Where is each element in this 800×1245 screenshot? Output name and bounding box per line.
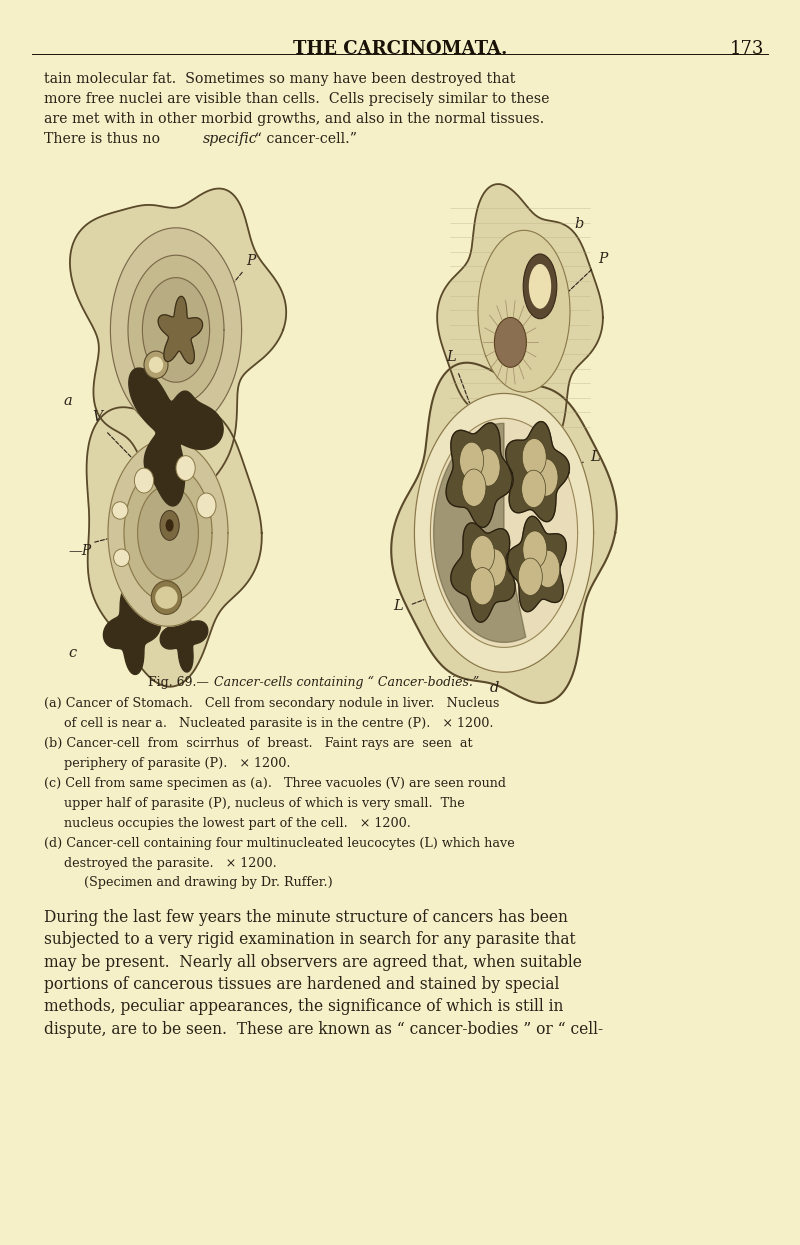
Ellipse shape xyxy=(112,502,128,519)
Ellipse shape xyxy=(523,254,557,319)
Circle shape xyxy=(536,550,560,588)
Text: d: d xyxy=(490,681,499,695)
Circle shape xyxy=(534,459,558,497)
Ellipse shape xyxy=(134,468,154,493)
Text: a: a xyxy=(64,393,73,407)
Circle shape xyxy=(518,558,542,595)
Circle shape xyxy=(462,469,486,507)
Text: are met with in other morbid growths, and also in the normal tissues.: are met with in other morbid growths, an… xyxy=(44,112,544,126)
Text: Cancer-cells containing “ Cancer-bodies.”: Cancer-cells containing “ Cancer-bodies.… xyxy=(214,676,480,690)
Text: methods, peculiar appearances, the significance of which is still in: methods, peculiar appearances, the signi… xyxy=(44,998,563,1016)
Text: portions of cancerous tissues are hardened and stained by special: portions of cancerous tissues are harden… xyxy=(44,976,559,994)
Circle shape xyxy=(470,535,494,573)
Ellipse shape xyxy=(114,549,130,566)
Text: (Specimen and drawing by Dr. Ruffer.): (Specimen and drawing by Dr. Ruffer.) xyxy=(44,876,333,889)
Text: periphery of parasite (P).   × 1200.: periphery of parasite (P). × 1200. xyxy=(44,757,290,769)
Text: THE CARCINOMATA.: THE CARCINOMATA. xyxy=(293,40,507,57)
Circle shape xyxy=(522,438,546,476)
Polygon shape xyxy=(129,369,223,505)
Text: During the last few years the minute structure of cancers has been: During the last few years the minute str… xyxy=(44,909,568,926)
Ellipse shape xyxy=(144,351,168,378)
Ellipse shape xyxy=(478,230,570,392)
Polygon shape xyxy=(451,523,515,622)
Text: c: c xyxy=(68,646,76,660)
Ellipse shape xyxy=(149,357,163,374)
Polygon shape xyxy=(110,228,242,432)
Polygon shape xyxy=(124,464,212,601)
Polygon shape xyxy=(158,296,202,364)
Text: —P: —P xyxy=(68,544,91,558)
Circle shape xyxy=(160,510,179,540)
Polygon shape xyxy=(430,418,578,647)
Text: subjected to a very rigid examination in search for any parasite that: subjected to a very rigid examination in… xyxy=(44,931,576,949)
Text: more free nuclei are visible than cells.  Cells precisely similar to these: more free nuclei are visible than cells.… xyxy=(44,92,550,106)
Text: P: P xyxy=(598,251,608,265)
Polygon shape xyxy=(506,517,566,611)
Text: (d) Cancer-cell containing four multinucleated leucocytes (L) which have: (d) Cancer-cell containing four multinuc… xyxy=(44,837,514,849)
Ellipse shape xyxy=(197,493,216,518)
Text: P: P xyxy=(246,254,256,268)
Polygon shape xyxy=(437,184,603,451)
Text: V: V xyxy=(92,410,102,423)
Circle shape xyxy=(522,471,546,508)
Polygon shape xyxy=(138,486,198,580)
Circle shape xyxy=(470,568,494,605)
Polygon shape xyxy=(414,393,594,672)
Circle shape xyxy=(476,448,500,486)
Circle shape xyxy=(482,549,506,586)
Text: dispute, are to be seen.  These are known as “ cancer-bodies ” or “ cell-: dispute, are to be seen. These are known… xyxy=(44,1021,603,1038)
Text: L: L xyxy=(446,350,456,364)
Polygon shape xyxy=(434,423,526,642)
Polygon shape xyxy=(391,362,617,703)
Text: b: b xyxy=(574,217,584,230)
Text: (a) Cancer of Stomach.   Cell from secondary nodule in liver.   Nucleus: (a) Cancer of Stomach. Cell from seconda… xyxy=(44,697,499,710)
Polygon shape xyxy=(108,439,228,626)
Polygon shape xyxy=(70,188,286,502)
Ellipse shape xyxy=(529,264,551,309)
Text: 173: 173 xyxy=(730,40,764,57)
Circle shape xyxy=(460,442,484,479)
Polygon shape xyxy=(506,422,570,522)
Text: tain molecular fat.  Sometimes so many have been destroyed that: tain molecular fat. Sometimes so many ha… xyxy=(44,72,515,86)
Polygon shape xyxy=(128,255,224,405)
Circle shape xyxy=(494,317,526,367)
Text: (b) Cancer-cell  from  scirrhus  of  breast.   Faint rays are  seen  at: (b) Cancer-cell from scirrhus of breast.… xyxy=(44,737,473,749)
Text: may be present.  Nearly all observers are agreed that, when suitable: may be present. Nearly all observers are… xyxy=(44,954,582,971)
Polygon shape xyxy=(446,423,514,528)
Text: destroyed the parasite.   × 1200.: destroyed the parasite. × 1200. xyxy=(44,857,277,869)
Text: There is thus no: There is thus no xyxy=(44,132,165,146)
Circle shape xyxy=(523,530,547,568)
Ellipse shape xyxy=(176,456,195,481)
Polygon shape xyxy=(142,278,210,382)
Polygon shape xyxy=(86,407,262,687)
Text: of cell is near a.   Nucleated parasite is in the centre (P).   × 1200.: of cell is near a. Nucleated parasite is… xyxy=(44,717,494,730)
Ellipse shape xyxy=(155,586,178,609)
Text: “ cancer-cell.”: “ cancer-cell.” xyxy=(250,132,358,146)
Text: (c) Cell from same specimen as (a).   Three vacuoles (V) are seen round: (c) Cell from same specimen as (a). Thre… xyxy=(44,777,506,789)
Circle shape xyxy=(166,519,174,532)
Polygon shape xyxy=(103,585,161,675)
Text: upper half of parasite (P), nucleus of which is very small.  The: upper half of parasite (P), nucleus of w… xyxy=(44,797,465,809)
Text: specific: specific xyxy=(202,132,257,146)
Text: nucleus occupies the lowest part of the cell.   × 1200.: nucleus occupies the lowest part of the … xyxy=(44,817,411,829)
Text: Fig. 69.—: Fig. 69.— xyxy=(148,676,209,688)
Ellipse shape xyxy=(151,580,182,615)
Polygon shape xyxy=(160,598,208,672)
Text: L: L xyxy=(590,449,600,463)
Text: L: L xyxy=(394,599,403,613)
